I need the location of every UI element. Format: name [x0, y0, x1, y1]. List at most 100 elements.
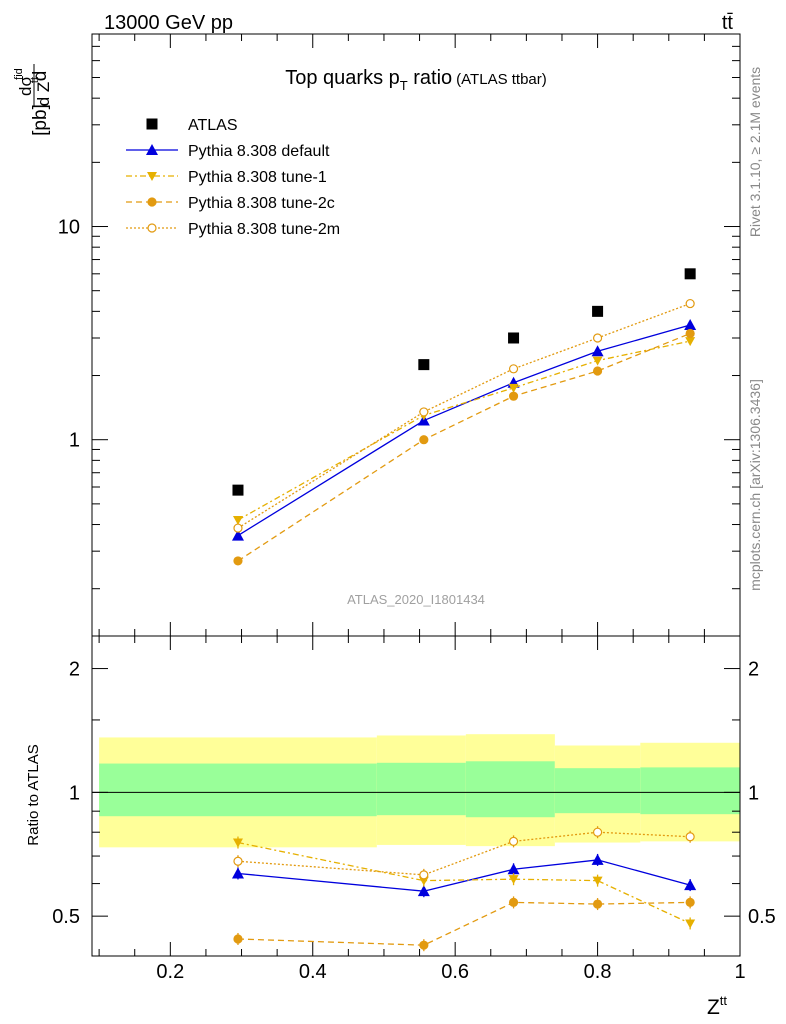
ratio-frame [91, 635, 741, 957]
data-point [591, 345, 604, 357]
legend-item: ATLAS [146, 117, 238, 134]
tick-label: 0.5 [748, 906, 776, 928]
ratio-series-1 [232, 836, 696, 930]
data-point [592, 366, 603, 376]
legend-label: Pythia 8.308 tune-2m [188, 221, 340, 238]
ratio-point [233, 856, 243, 866]
ratio-line [237, 859, 691, 892]
inner-band-bin [554, 768, 641, 814]
mcplots-label: mcplots.cern.ch [arXiv:1306.3436] [747, 379, 763, 591]
ratio-series-2 [233, 896, 695, 952]
data-point [233, 523, 243, 533]
svg-text:tt: tt [29, 77, 41, 83]
legend-item: Pythia 8.308 tune-2c [126, 195, 335, 212]
process-label: tt̄ [722, 12, 734, 34]
data-point [232, 516, 243, 526]
data-point [592, 305, 604, 317]
legend-marker [147, 172, 157, 181]
axis-ticks: 0.2 0.4 0.6 0.8 1 1 10 0.5 0.5 1 1 2 2 [52, 33, 776, 983]
data-point [684, 319, 697, 331]
ratio-point [591, 853, 604, 865]
legend-marker [146, 144, 158, 155]
svg-text:d Z: d Z [34, 82, 53, 107]
ratio-point [419, 870, 429, 880]
data-point [508, 391, 519, 401]
legend-item: Pythia 8.308 tune-2m [126, 221, 340, 238]
main-series-1 [231, 319, 697, 541]
inner-band-bin [99, 763, 377, 817]
svg-text:fid: fid [13, 68, 25, 80]
series-line [237, 340, 691, 521]
inner-band-bin [376, 762, 466, 816]
ratio-point [508, 875, 519, 885]
legend-item: Pythia 8.308 default [126, 143, 330, 160]
uncertainty-bands [99, 734, 740, 848]
main-series-3 [233, 328, 695, 566]
data-point [508, 364, 519, 374]
rivet-label: Rivet 3.1.10, ≥ 2.1M events [747, 67, 763, 237]
ratio-point [507, 863, 520, 875]
ratio-series-3 [233, 826, 695, 881]
tick-label: 1 [69, 782, 80, 804]
tick-label: 1 [69, 430, 80, 452]
data-point [418, 359, 430, 371]
tick-label: 2 [69, 659, 80, 681]
series-line [237, 324, 691, 537]
ratio-line [237, 841, 691, 925]
svg-text:d: d [30, 71, 51, 82]
tick-label: 1 [734, 961, 745, 983]
x-axis-label: Ztt [707, 993, 727, 1019]
ratio-line [237, 831, 691, 876]
data-point [592, 333, 603, 343]
ratio-point [685, 897, 695, 908]
legend: ATLAS Pythia 8.308 default Pythia 8.308 tu… [126, 117, 340, 238]
ratio-point [417, 885, 430, 897]
main-series-0 [232, 268, 696, 496]
data-point [685, 328, 695, 339]
ratio-point [508, 897, 519, 908]
legend-item: Pythia 8.308 tune-1 [126, 169, 327, 186]
plot-title: Top quarks pT ratio (ATLAS ttbar) [285, 67, 547, 93]
series-line [237, 302, 691, 529]
inner-band-bin [465, 761, 555, 818]
data-point [685, 298, 695, 309]
ratio-point [508, 836, 519, 846]
legend-label: Pythia 8.308 tune-2c [188, 195, 335, 212]
tick-label: 0.2 [156, 961, 184, 983]
data-point [419, 435, 429, 445]
legend-marker [147, 223, 157, 233]
series-line [237, 332, 691, 562]
energy-label: 13000 GeV pp [104, 12, 233, 34]
ratio-line [237, 901, 691, 946]
ratio-point [685, 832, 695, 842]
svg-text:[pb]: [pb] [30, 104, 51, 136]
main-y-axis-label: [pb] d dσ fid d Z tt [13, 64, 53, 136]
data-point [233, 556, 243, 566]
data-point [232, 484, 244, 496]
ratio-point [418, 876, 429, 886]
ratio-point [592, 827, 603, 837]
main-series-4 [233, 298, 695, 533]
data-point [685, 337, 696, 347]
data-point [231, 529, 244, 541]
main-series-2 [232, 337, 696, 526]
ratio-series-0 [231, 853, 697, 898]
legend-marker [147, 197, 157, 207]
data-point [419, 407, 429, 417]
data-point [508, 383, 519, 393]
ratio-point [233, 934, 243, 944]
ratio-point [592, 899, 603, 909]
legend-marker [146, 118, 158, 130]
tick-label: 1 [748, 782, 759, 804]
tick-label: 10 [58, 217, 80, 239]
tick-label: 0.4 [299, 961, 327, 983]
tick-label: 2 [748, 659, 759, 681]
data-series [231, 268, 697, 952]
data-point [684, 268, 696, 280]
legend-label: ATLAS [188, 117, 238, 134]
ratio-point [685, 919, 696, 929]
ratio-point [232, 838, 243, 848]
plot-frames [91, 33, 741, 957]
tick-label: 0.8 [584, 961, 612, 983]
